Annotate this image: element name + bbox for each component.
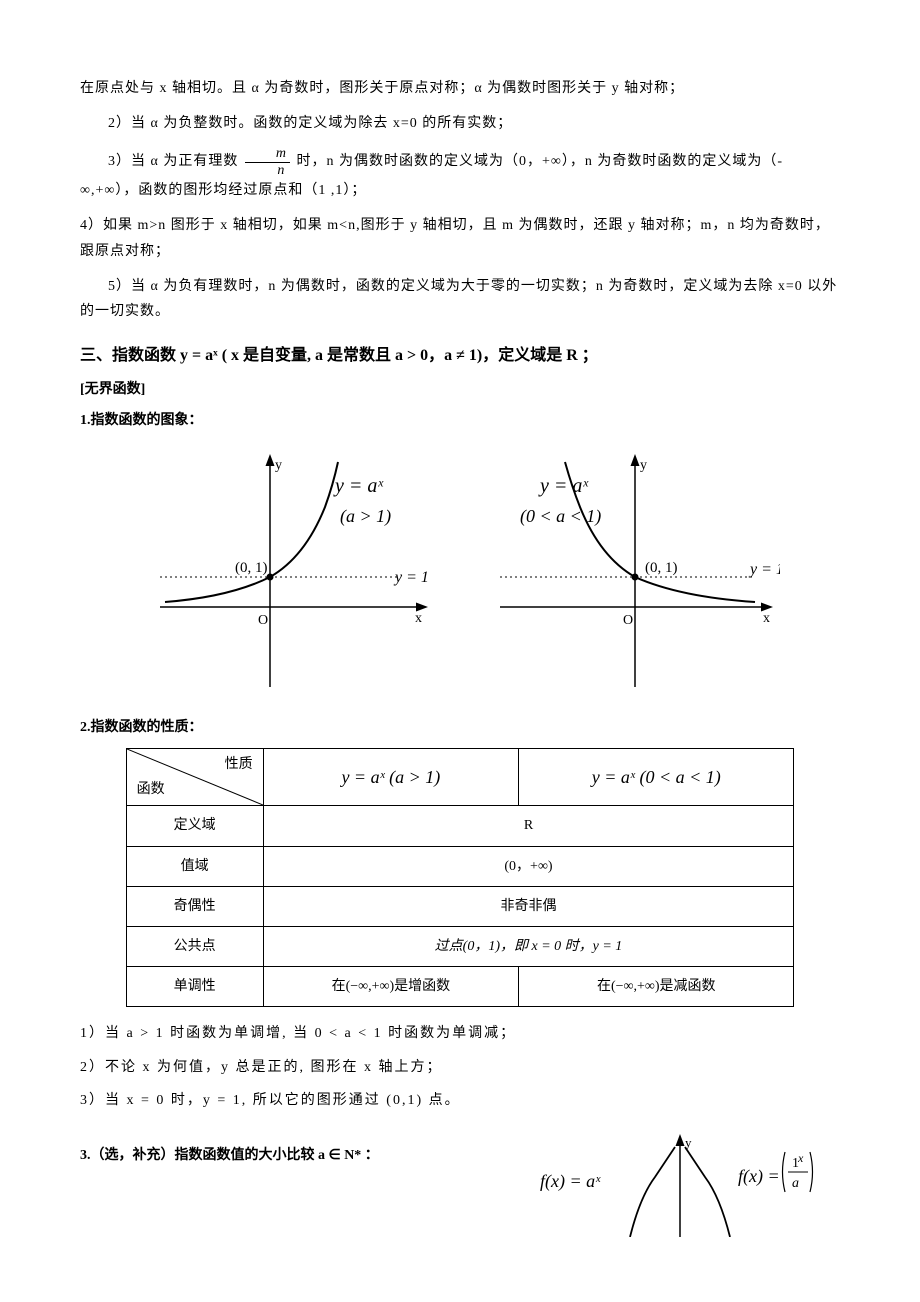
bottom-right-label: f(x) = bbox=[738, 1166, 780, 1187]
note-3: 3）当 x = 0 时，y = 1, 所以它的图形通过 (0,1) 点。 bbox=[80, 1088, 840, 1113]
note-2: 2）不论 x 为何值，y 总是正的, 图形在 x 轴上方； bbox=[80, 1055, 840, 1080]
x-axis-label: x bbox=[415, 611, 422, 626]
y-axis-label-2: y bbox=[640, 458, 647, 473]
intro-p5: 5）当 α 为负有理数时，n 为偶数时，函数的定义域为大于零的一切实数；n 为奇… bbox=[80, 274, 840, 324]
row-label: 值域 bbox=[126, 846, 263, 886]
intro-p2: 2）当 α 为负整数时。函数的定义域为除去 x=0 的所有实数； bbox=[80, 111, 840, 136]
bottom-y-label: y bbox=[685, 1135, 692, 1150]
section3-h1: 1.指数函数的图象： bbox=[80, 408, 840, 433]
eq-label: y = aˣ bbox=[333, 475, 384, 497]
row-value: 非奇非偶 bbox=[263, 886, 794, 926]
diag-bottom: 函数 bbox=[137, 777, 165, 802]
section3-h3: 3.（选，补充）指数函数值的大小比较 a ∈ N* ： bbox=[80, 1143, 379, 1168]
row-label: 定义域 bbox=[126, 806, 263, 846]
eq-label-2: y = aˣ bbox=[538, 475, 589, 497]
graph-a-lt-1: y x O (0, 1) y = 1 y = aˣ (0 < a < 1) bbox=[480, 447, 780, 697]
section3-h2: 2.指数函数的性质： bbox=[80, 715, 840, 740]
table-row: 单调性 在(−∞,+∞)是增函数 在(−∞,+∞)是减函数 bbox=[126, 967, 794, 1007]
point-label-2: (0, 1) bbox=[645, 560, 678, 576]
intro-p3a: 3）当 α 为正有理数 bbox=[108, 154, 243, 169]
svg-text:a: a bbox=[792, 1176, 799, 1191]
diag-cell: 性质 函数 bbox=[126, 749, 263, 806]
properties-table: 性质 函数 y = aˣ (a > 1) y = aˣ (0 < a < 1) … bbox=[126, 748, 795, 1007]
diag-top: 性质 bbox=[225, 752, 253, 777]
table-row: 奇偶性 非奇非偶 bbox=[126, 886, 794, 926]
cond-label-2: (0 < a < 1) bbox=[520, 506, 601, 527]
frac-m-n: m n bbox=[245, 146, 290, 178]
row-value: 过点(0，1)，即 x = 0 时，y = 1 bbox=[263, 927, 794, 967]
section3-subtitle: [无界函数] bbox=[80, 377, 840, 402]
y1-label-2: y = 1 bbox=[748, 561, 780, 578]
col-header-1: y = aˣ (a > 1) bbox=[263, 749, 519, 806]
y1-label: y = 1 bbox=[393, 569, 429, 586]
row-value-c1: 在(−∞,+∞)是增函数 bbox=[263, 967, 519, 1007]
intro-p4: 4）如果 m>n 图形于 x 轴相切，如果 m<n,图形于 y 轴相切，且 m … bbox=[80, 213, 840, 263]
table-row: 定义域 R bbox=[126, 806, 794, 846]
intro-p1: 在原点处与 x 轴相切。且 α 为奇数时，图形关于原点对称；α 为偶数时图形关于… bbox=[80, 76, 840, 101]
intro-p3: 3）当 α 为正有理数 m n 时，n 为偶数时函数的定义域为（0，+∞），n … bbox=[80, 146, 840, 203]
table-row: 值域 (0，+∞) bbox=[126, 846, 794, 886]
y-axis-label: y bbox=[275, 458, 282, 473]
row-label: 单调性 bbox=[126, 967, 263, 1007]
row-value: (0，+∞) bbox=[263, 846, 794, 886]
origin-label-2: O bbox=[623, 613, 633, 628]
section3-title: 三、指数函数 y = aˣ ( x 是自变量, a 是常数且 a > 0，a ≠… bbox=[80, 342, 840, 371]
row-label: 公共点 bbox=[126, 927, 263, 967]
point-label: (0, 1) bbox=[235, 560, 268, 576]
row-label: 奇偶性 bbox=[126, 886, 263, 926]
x-axis-label-2: x bbox=[763, 611, 770, 626]
row-value-c2: 在(−∞,+∞)是减函数 bbox=[519, 967, 794, 1007]
row-value: R bbox=[263, 806, 794, 846]
col-header-2: y = aˣ (0 < a < 1) bbox=[519, 749, 794, 806]
note-1: 1）当 a > 1 时函数为单调增, 当 0 < a < 1 时函数为单调减； bbox=[80, 1021, 840, 1046]
svg-text:1: 1 bbox=[792, 1156, 799, 1171]
origin-label: O bbox=[258, 613, 268, 628]
exp-graphs: y x O (0, 1) y = 1 y = aˣ (a > 1) y x O … bbox=[80, 447, 840, 697]
graph-a-gt-1: y x O (0, 1) y = 1 y = aˣ (a > 1) bbox=[140, 447, 440, 697]
cond-label: (a > 1) bbox=[340, 506, 391, 527]
table-row: 性质 函数 y = aˣ (a > 1) y = aˣ (0 < a < 1) bbox=[126, 749, 794, 806]
table-row: 公共点 过点(0，1)，即 x = 0 时，y = 1 bbox=[126, 927, 794, 967]
bottom-graph: y f(x) = aˣ f(x) = x 1 a bbox=[480, 1127, 840, 1237]
bottom-left-label: f(x) = aˣ bbox=[540, 1171, 601, 1192]
